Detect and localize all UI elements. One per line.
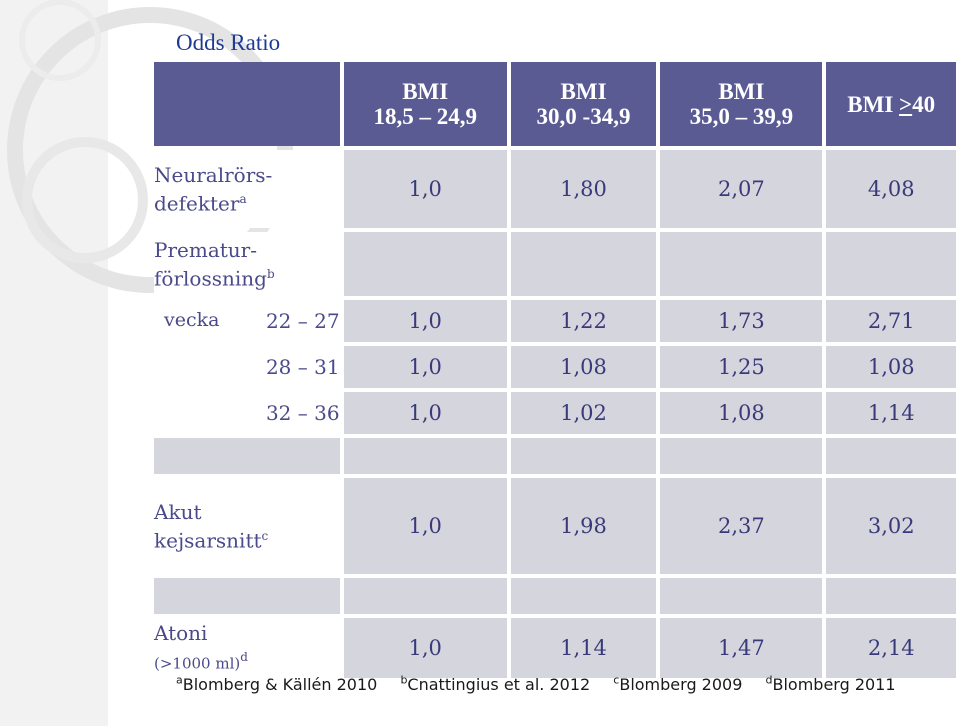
cell-value: 1,08	[510, 346, 657, 388]
header-bmi-3: BMI 35,0 – 39,9	[660, 62, 823, 146]
empty-cell	[660, 438, 823, 474]
table-row: vecka 22 – 27 1,0 1,22 1,73 2,71	[154, 300, 956, 342]
footnote: bCnattingius et al. 2012	[400, 674, 591, 695]
header-bmi-4: BMI >40	[826, 62, 956, 146]
row-label-atony: Atoni (>1000 ml)d	[154, 618, 340, 678]
cell-value: 4,08	[826, 150, 956, 228]
cell-value: 1,0	[343, 618, 507, 678]
row-label-week-2: 28 – 31	[154, 346, 340, 388]
empty-cell	[510, 578, 657, 614]
cell-value: 1,0	[343, 346, 507, 388]
cell-value: 1,0	[343, 300, 507, 342]
cell-value: 2,71	[826, 300, 956, 342]
table-row	[154, 438, 956, 474]
row-label-cesarean: Akut kejsarsnittc	[154, 478, 340, 574]
cell-value: 1,80	[510, 150, 657, 228]
table-row: Atoni (>1000 ml)d 1,0 1,14 1,47 2,14	[154, 618, 956, 678]
cell-value: 1,14	[826, 392, 956, 434]
table-row: Akut kejsarsnittc 1,0 1,98 2,37 3,02	[154, 478, 956, 574]
cell-value: 1,0	[343, 150, 507, 228]
empty-cell	[826, 438, 956, 474]
empty-cell	[826, 232, 956, 296]
empty-cell	[510, 438, 657, 474]
cell-value: 1,0	[343, 392, 507, 434]
footnote: cBlomberg 2009	[613, 674, 743, 695]
cell-value: 1,98	[510, 478, 657, 574]
odds-ratio-table: BMI 18,5 – 24,9 BMI 30,0 -34,9 BMI 35,0 – 3…	[150, 58, 960, 682]
footnotes: aBlomberg & Källén 2010 bCnattingius et …	[176, 674, 914, 694]
cell-value: 1,25	[660, 346, 823, 388]
row-label-neural: Neuralrörs-defektera	[154, 150, 340, 228]
cell-value: 2,07	[660, 150, 823, 228]
table-row: 32 – 36 1,0 1,02 1,08 1,14	[154, 392, 956, 434]
header-corner	[154, 62, 340, 146]
cell-value: 1,47	[660, 618, 823, 678]
table-row: Prematur-förlossningb	[154, 232, 956, 296]
row-label-premature: Prematur-förlossningb	[154, 232, 340, 296]
empty-cell	[510, 232, 657, 296]
table-header-row: BMI 18,5 – 24,9 BMI 30,0 -34,9 BMI 35,0 – 3…	[154, 62, 956, 146]
header-bmi-2: BMI 30,0 -34,9	[510, 62, 657, 146]
empty-cell	[343, 438, 507, 474]
empty-cell	[826, 578, 956, 614]
row-label-week-3: 32 – 36	[154, 392, 340, 434]
empty-cell	[343, 578, 507, 614]
empty-cell	[660, 232, 823, 296]
empty-cell	[154, 578, 340, 614]
row-label-week-1: vecka 22 – 27	[154, 300, 340, 342]
cell-value: 1,14	[510, 618, 657, 678]
cell-value: 1,08	[826, 346, 956, 388]
footnote: aBlomberg & Källén 2010	[176, 674, 378, 695]
empty-cell	[343, 232, 507, 296]
cell-value: 1,08	[660, 392, 823, 434]
table-row: 28 – 31 1,0 1,08 1,25 1,08	[154, 346, 956, 388]
table-row: Neuralrörs-defektera 1,0 1,80 2,07 4,08	[154, 150, 956, 228]
cell-value: 1,0	[343, 478, 507, 574]
footnote: dBlomberg 2011	[765, 674, 896, 695]
cell-value: 1,73	[660, 300, 823, 342]
cell-value: 1,02	[510, 392, 657, 434]
table-row	[154, 578, 956, 614]
cell-value: 2,37	[660, 478, 823, 574]
header-bmi-1: BMI 18,5 – 24,9	[343, 62, 507, 146]
cell-value: 1,22	[510, 300, 657, 342]
cell-value: 2,14	[826, 618, 956, 678]
cell-value: 3,02	[826, 478, 956, 574]
empty-cell	[154, 438, 340, 474]
empty-cell	[660, 578, 823, 614]
page-title: Odds Ratio	[176, 30, 281, 55]
